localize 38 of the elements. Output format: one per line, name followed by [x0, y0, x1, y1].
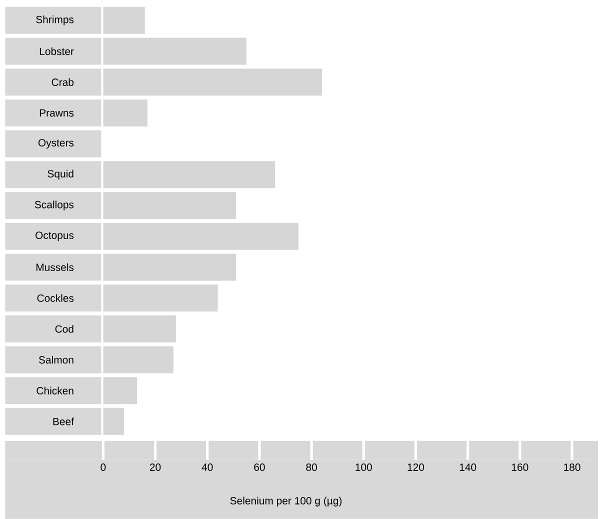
bar — [103, 222, 299, 250]
bar — [103, 7, 145, 34]
x-tick-label: 0 — [100, 464, 106, 472]
y-tick-label: Cod — [55, 325, 74, 333]
bar — [103, 315, 176, 342]
y-tick-label: Oysters — [38, 139, 74, 149]
x-tick-label: 100 — [356, 464, 372, 472]
y-tick-label: Mussels — [36, 263, 74, 272]
x-tick-label: 20 — [150, 464, 161, 472]
bar — [103, 408, 124, 436]
x-tick-label: 60 — [254, 464, 265, 472]
x-tick-label: 80 — [306, 464, 317, 472]
x-tick-label: 140 — [460, 464, 476, 472]
x-tick-label: 120 — [408, 464, 424, 472]
bar — [103, 100, 148, 127]
bar — [103, 377, 138, 404]
bar — [103, 284, 218, 312]
x-tick-label: 180 — [564, 464, 580, 472]
y-tick-label: Scallops — [34, 200, 74, 210]
bar — [103, 346, 174, 374]
y-tick-label: Crab — [52, 78, 74, 86]
bar — [103, 192, 236, 220]
bar — [103, 68, 322, 96]
y-tick-label: Chicken — [36, 386, 74, 395]
y-tick-label: Shrimps — [36, 16, 74, 26]
y-tick-label: Lobster — [40, 48, 74, 56]
y-tick-label: Beef — [53, 418, 74, 426]
y-tick-label: Cockles — [37, 294, 74, 302]
y-tick-label: Octopus — [36, 232, 74, 242]
bar — [103, 161, 276, 188]
bar — [103, 38, 246, 65]
y-tick-label: Squid — [48, 170, 74, 180]
x-tick-label: 40 — [202, 464, 213, 472]
x-tick-label: 160 — [512, 464, 528, 472]
bar — [103, 254, 236, 281]
y-tick-label: Salmon — [38, 356, 74, 364]
y-tick-label: Prawns — [40, 109, 74, 117]
x-axis-title: Selenium per 100 g (µg) — [230, 496, 342, 507]
